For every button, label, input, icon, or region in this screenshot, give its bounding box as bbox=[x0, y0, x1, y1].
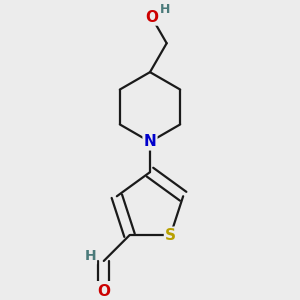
Text: N: N bbox=[144, 134, 156, 149]
Text: S: S bbox=[165, 228, 176, 243]
Text: O: O bbox=[145, 10, 158, 25]
Text: H: H bbox=[84, 249, 96, 263]
Text: H: H bbox=[160, 3, 170, 16]
Text: O: O bbox=[97, 284, 110, 299]
